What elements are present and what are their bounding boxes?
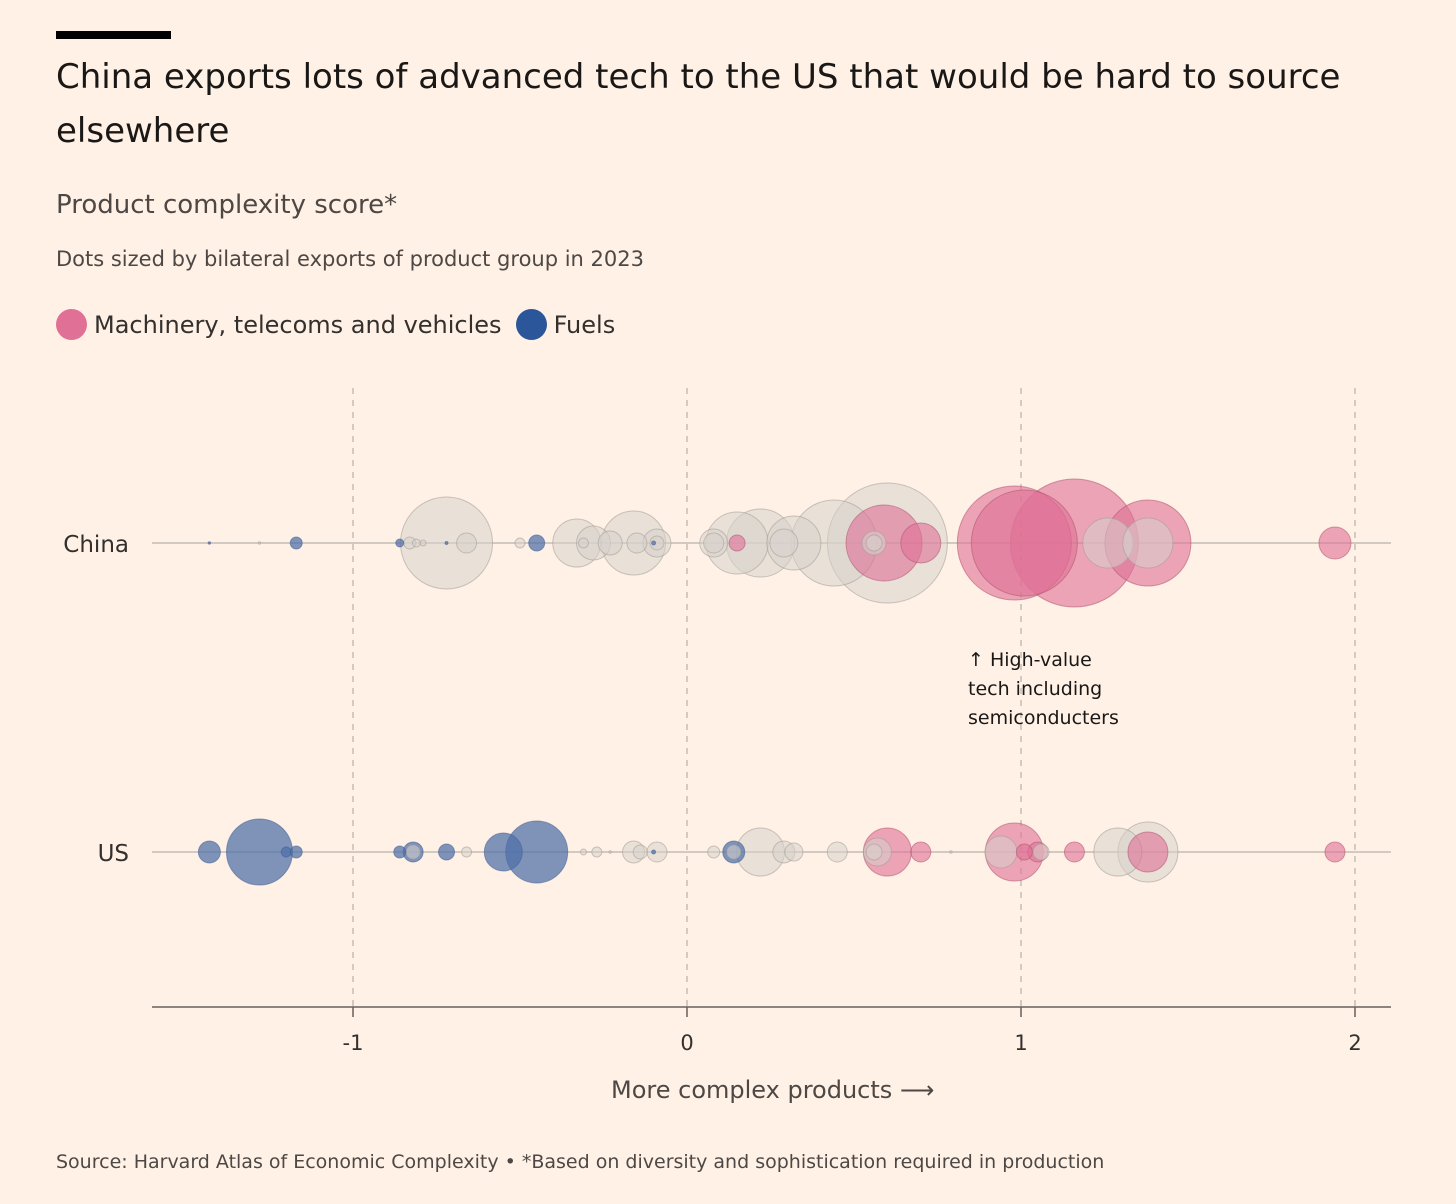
bubble-china-other	[769, 528, 799, 558]
bubble-china-other	[456, 532, 478, 554]
top-accent-bar	[56, 31, 171, 39]
bubble-china-fuels	[289, 536, 303, 550]
bubble-us-fuels	[197, 840, 221, 864]
annotation-line-2: tech including	[968, 678, 1103, 700]
bubble-china-other	[419, 539, 427, 547]
bubble-us-other	[865, 843, 883, 861]
bubble-us-other	[984, 835, 1018, 869]
bubble-china-other	[597, 530, 623, 556]
bubble-us-other	[726, 844, 742, 860]
bubble-us-other	[646, 841, 668, 863]
x-tick-label: 0	[680, 1031, 693, 1055]
bubble-us-fuels	[438, 843, 456, 861]
legend-swatch-machinery	[56, 309, 87, 340]
bubble-us-other	[949, 850, 953, 854]
bubble-us-machinery	[1063, 841, 1085, 863]
bubble-china-other	[703, 532, 725, 554]
bubble-us-machinery	[910, 841, 932, 863]
chart-subtitle: Product complexity score*	[56, 190, 398, 220]
legend-swatch-fuels	[515, 309, 547, 340]
source-note: Source: Harvard Atlas of Economic Comple…	[56, 1151, 1105, 1173]
row-label: US	[98, 841, 129, 867]
annotation-high-value-tech: ↑ High-value tech including semiconducte…	[968, 646, 1119, 733]
legend-label-machinery: Machinery, telecoms and vehicles	[94, 310, 502, 339]
bubble-china-machinery	[900, 522, 942, 564]
bubble-china-fuels	[444, 541, 449, 545]
bubble-us-fuels	[483, 832, 523, 872]
bubble-china-other	[626, 532, 648, 554]
annotation-line-3: semiconducters	[968, 707, 1119, 729]
bubble-china-other	[1122, 517, 1174, 569]
legend: Machinery, telecoms and vehicles Fuels	[56, 309, 629, 340]
chart-description: Dots sized by bilateral exports of produ…	[56, 247, 644, 271]
legend-label-fuels: Fuels	[553, 310, 616, 339]
bubble-us-machinery	[1127, 831, 1169, 873]
bubble-us-machinery	[1324, 841, 1346, 863]
bubble-china-machinery	[728, 534, 746, 552]
bubble-china-other	[577, 537, 589, 549]
bubble-us-other	[707, 845, 721, 859]
legend-item-machinery: Machinery, telecoms and vehicles	[56, 309, 502, 340]
bubble-us-fuels	[651, 849, 657, 855]
chart-title: China exports lots of advanced tech to t…	[56, 57, 1341, 151]
bubble-china-other	[865, 534, 883, 552]
bubble-us-other	[632, 844, 648, 860]
bubble-china-machinery	[970, 489, 1078, 597]
x-axis-title: More complex products ⟶	[611, 1076, 935, 1104]
bubble-us-other	[784, 842, 804, 862]
bubble-us-other	[608, 850, 612, 854]
legend-item-fuels: Fuels	[515, 309, 616, 340]
x-tick-label: 1	[1014, 1031, 1027, 1055]
bubble-china-fuels	[651, 540, 657, 546]
bubble-us-other	[579, 848, 587, 856]
row-label: China	[63, 532, 129, 558]
bubble-china-other	[649, 535, 665, 551]
bubble-china-fuels	[528, 534, 546, 552]
bubble-china-fuels	[395, 538, 405, 548]
bubble-us-fuels	[289, 845, 303, 859]
bubble-china-fuels	[207, 541, 212, 545]
bubble-us-other	[591, 846, 603, 858]
x-tick-label: 2	[1348, 1031, 1361, 1055]
bubble-us-fuels	[280, 846, 292, 858]
annotation-line-1: ↑ High-value	[968, 649, 1092, 671]
bubble-china-other	[411, 538, 421, 548]
bubble-china-other	[257, 541, 262, 545]
bubble-us-other	[826, 841, 848, 863]
bubble-china-machinery	[1318, 526, 1352, 560]
bubble-us-other	[405, 844, 421, 860]
bubble-us-fuels	[393, 845, 407, 859]
x-tick-label: -1	[343, 1031, 364, 1055]
bubble-us-other	[461, 846, 473, 858]
bubble-china-other	[514, 537, 526, 549]
bubble-us-machinery	[1015, 843, 1033, 861]
bubble-us-other	[1032, 843, 1050, 861]
